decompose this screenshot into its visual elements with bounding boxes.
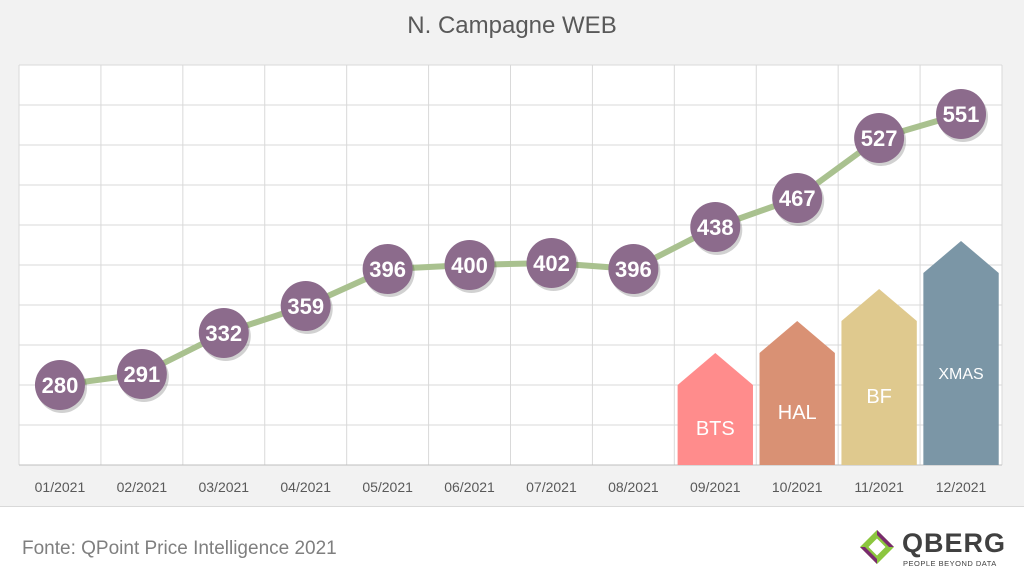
x-tick-label: 10/2021 (772, 479, 823, 495)
data-point (936, 89, 987, 139)
x-tick-label: 12/2021 (936, 479, 987, 495)
data-label: 402 (533, 251, 570, 276)
chart-panel: N. Campagne WEB BTS HAL BF XMAS 280 291 332 359… (0, 0, 1024, 507)
x-tick-label: 03/2021 (198, 479, 249, 495)
data-label: 396 (615, 257, 652, 282)
data-label: 527 (861, 126, 898, 151)
data-point (116, 349, 167, 399)
line-chart: BTS HAL BF XMAS 280 291 332 359 396 400 402 396 438 4… (18, 64, 1003, 495)
data-label: 467 (779, 186, 816, 211)
data-label: 332 (205, 321, 242, 346)
x-tick-label: 06/2021 (444, 479, 495, 495)
brand-name: QBERG (902, 528, 1007, 558)
data-label: 359 (287, 294, 324, 319)
chart-title: N. Campagne WEB (407, 12, 617, 39)
data-point (608, 244, 659, 294)
qberg-logo-icon (860, 530, 894, 564)
x-tick-label: 02/2021 (117, 479, 168, 495)
x-tick-label: 05/2021 (362, 479, 413, 495)
source-note: Fonte: QPoint Price Intelligence 2021 (22, 538, 337, 559)
campaign-label: HAL (778, 402, 817, 424)
data-point (280, 281, 331, 331)
x-tick-label: 07/2021 (526, 479, 577, 495)
data-label: 400 (451, 253, 488, 278)
data-label: 291 (124, 362, 161, 387)
brand-logo: QBERG PEOPLE BEYOND DATA (856, 526, 1006, 570)
x-tick-label: 11/2021 (854, 479, 904, 495)
data-point (772, 173, 823, 223)
x-tick-label: 09/2021 (690, 479, 741, 495)
data-point (444, 240, 495, 290)
data-label: 280 (42, 373, 79, 398)
data-point (198, 308, 249, 358)
campaign-label: BF (866, 386, 892, 408)
x-tick-label: 08/2021 (608, 479, 659, 495)
data-label: 438 (697, 215, 734, 240)
x-tick-label: 01/2021 (35, 479, 86, 495)
campaign-label: XMAS (938, 366, 983, 383)
campaign-shape-xmas (923, 241, 999, 465)
brand-tagline: PEOPLE BEYOND DATA (903, 559, 997, 568)
x-tick-label: 04/2021 (280, 479, 331, 495)
campaign-shape-hal (759, 321, 835, 465)
data-point (690, 202, 741, 252)
campaign-label: BTS (696, 418, 735, 440)
data-label: 396 (369, 257, 406, 282)
campaign-shape-bf (841, 289, 917, 465)
data-point (34, 360, 85, 410)
data-point (854, 113, 905, 163)
data-label: 551 (943, 102, 980, 127)
data-point (362, 244, 413, 294)
data-point (526, 238, 577, 288)
campaign-shape-bts (677, 353, 753, 465)
